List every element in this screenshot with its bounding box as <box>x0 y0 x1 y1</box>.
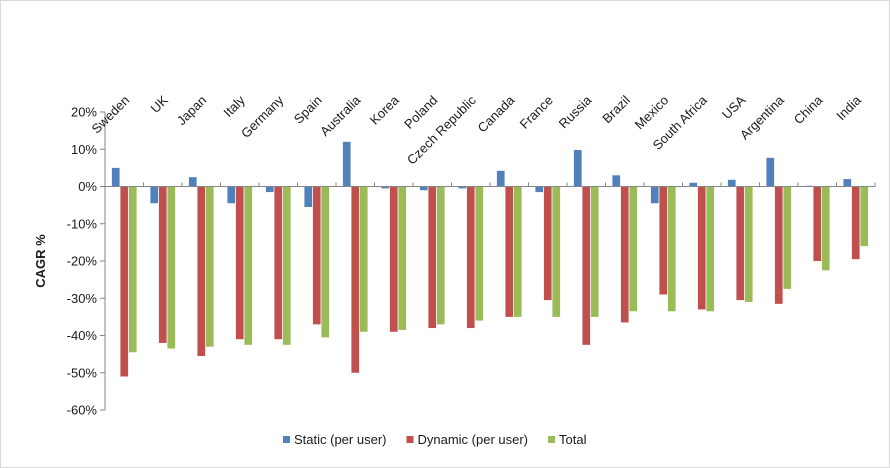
bar <box>158 186 167 343</box>
category-label: Italy <box>220 92 248 120</box>
y-tick-label: 20% <box>71 105 97 120</box>
bars <box>111 141 869 377</box>
category-label: China <box>791 92 826 127</box>
y-tick-label: 10% <box>71 142 97 157</box>
category-label: Australia <box>317 92 364 139</box>
axes <box>104 112 876 410</box>
bar <box>419 186 428 191</box>
bar <box>312 186 321 325</box>
bar <box>582 186 591 345</box>
bar <box>205 186 214 347</box>
bar <box>659 186 668 295</box>
bar <box>697 186 706 310</box>
bar <box>689 182 698 187</box>
bar <box>436 186 445 325</box>
bar <box>359 186 368 332</box>
bar <box>727 179 736 187</box>
y-tick-label: -40% <box>67 328 98 343</box>
bar <box>774 186 783 304</box>
bar <box>351 186 360 373</box>
bar <box>783 186 792 289</box>
bar <box>188 177 197 187</box>
category-label: India <box>833 92 864 123</box>
bar <box>321 186 330 338</box>
bar <box>282 186 291 345</box>
y-tick-label: -10% <box>67 216 98 231</box>
bar <box>667 186 676 312</box>
bar <box>475 186 484 321</box>
bar <box>552 186 561 317</box>
legend-label: Total <box>559 432 587 447</box>
bar <box>227 186 236 204</box>
bar <box>851 186 860 260</box>
category-label: Germany <box>238 92 287 141</box>
bar <box>706 186 715 312</box>
bar <box>612 175 621 187</box>
bar <box>244 186 253 345</box>
bar <box>766 157 775 187</box>
bar <box>629 186 638 312</box>
bar <box>389 186 398 332</box>
legend: Static (per user) Dynamic (per user) Total <box>283 432 587 447</box>
bar <box>860 186 869 247</box>
bar <box>573 149 582 187</box>
bar <box>590 186 599 317</box>
bar <box>535 186 544 193</box>
bar <box>150 186 159 204</box>
bar <box>398 186 407 330</box>
bar <box>428 186 437 329</box>
bar <box>342 141 351 187</box>
bar <box>496 170 505 187</box>
bar <box>167 186 176 349</box>
y-axis-label: CAGR % <box>33 234 48 288</box>
bar <box>466 186 475 329</box>
legend-label: Static (per user) <box>294 432 386 447</box>
category-label: USA <box>719 92 749 122</box>
bar <box>513 186 522 317</box>
bar <box>505 186 514 317</box>
category-label: UK <box>147 92 171 116</box>
y-tick-label: -50% <box>67 365 98 380</box>
bar <box>813 186 822 261</box>
legend-swatch <box>406 436 414 443</box>
category-label: Russia <box>556 92 595 131</box>
category-label: Korea <box>367 92 403 128</box>
bar <box>736 186 745 301</box>
bar <box>381 186 390 189</box>
y-ticks: -60% -50% -40% -30% -20% -10% 0% 10% 20% <box>67 105 105 418</box>
bar <box>650 186 659 204</box>
bar <box>120 186 129 377</box>
category-label: Czech Republic <box>404 92 479 167</box>
bar <box>821 186 830 271</box>
bar <box>265 186 274 193</box>
y-axis-label-group: CAGR % <box>33 234 48 288</box>
y-tick-label: -60% <box>67 403 98 418</box>
bar <box>620 186 629 323</box>
category-label: Canada <box>475 92 518 135</box>
y-tick-label: -30% <box>67 291 98 306</box>
legend-swatch <box>283 436 290 443</box>
legend-swatch <box>548 436 556 443</box>
category-label: Spain <box>291 93 325 127</box>
y-tick-label: 0% <box>78 179 97 194</box>
bar <box>111 167 120 187</box>
bar <box>744 186 753 302</box>
bar <box>235 186 244 340</box>
bar <box>304 186 313 207</box>
y-tick-label: -20% <box>67 254 98 269</box>
category-label: France <box>517 93 556 132</box>
bar <box>458 186 467 189</box>
category-label: Brazil <box>599 92 633 126</box>
legend-label: Dynamic (per user) <box>417 432 528 447</box>
bar <box>843 179 852 187</box>
bar <box>197 186 206 356</box>
bar <box>543 186 552 301</box>
bar <box>274 186 283 340</box>
category-label: Japan <box>174 93 210 129</box>
bar <box>128 186 137 353</box>
